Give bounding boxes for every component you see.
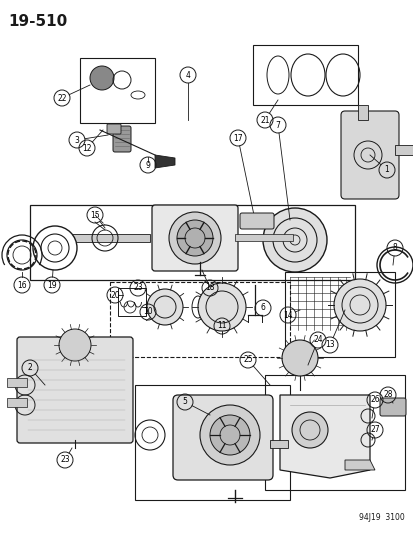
Bar	[80, 58, 154, 123]
Text: 1: 1	[384, 166, 389, 174]
Circle shape	[169, 212, 221, 264]
Text: 6: 6	[260, 303, 265, 312]
Text: 16: 16	[17, 280, 27, 289]
Text: 20: 20	[110, 290, 119, 300]
Text: 15: 15	[90, 211, 100, 220]
Text: 14: 14	[282, 311, 292, 319]
Circle shape	[281, 340, 317, 376]
Text: 7: 7	[275, 120, 280, 130]
Circle shape	[90, 66, 114, 90]
Text: 26: 26	[369, 395, 379, 405]
Text: 17: 17	[233, 133, 242, 142]
Text: 19-510: 19-510	[8, 14, 67, 29]
Circle shape	[59, 329, 91, 361]
FancyBboxPatch shape	[379, 398, 405, 416]
Text: 24: 24	[312, 335, 322, 344]
FancyBboxPatch shape	[17, 337, 133, 443]
Text: 11: 11	[217, 321, 226, 330]
Circle shape	[199, 405, 259, 465]
Text: 28: 28	[382, 391, 392, 400]
Circle shape	[177, 220, 212, 256]
FancyBboxPatch shape	[240, 213, 273, 229]
Bar	[269, 440, 287, 448]
Text: 27: 27	[369, 425, 379, 434]
Text: 5: 5	[182, 398, 187, 407]
Text: 23: 23	[60, 456, 70, 464]
Circle shape	[333, 279, 385, 331]
Text: 25: 25	[242, 356, 252, 365]
Polygon shape	[279, 395, 369, 478]
FancyBboxPatch shape	[113, 126, 131, 152]
Text: 23: 23	[133, 284, 142, 293]
FancyBboxPatch shape	[173, 395, 272, 480]
Text: 8: 8	[392, 244, 396, 253]
Polygon shape	[154, 155, 175, 168]
Circle shape	[262, 208, 326, 272]
Text: 18: 18	[205, 284, 214, 293]
Text: 21: 21	[260, 116, 269, 125]
Text: 9: 9	[145, 160, 150, 169]
Bar	[284, 272, 394, 357]
Text: 3: 3	[74, 135, 79, 144]
Text: 10: 10	[143, 308, 152, 317]
Bar	[60, 234, 150, 242]
Text: 22: 22	[57, 93, 66, 102]
Text: 12: 12	[82, 143, 92, 152]
Circle shape	[197, 283, 245, 331]
Bar	[252, 45, 357, 105]
Polygon shape	[344, 460, 374, 470]
Text: 94J19  3100: 94J19 3100	[358, 513, 404, 522]
Bar	[118, 288, 146, 316]
Bar	[7, 378, 27, 387]
FancyBboxPatch shape	[152, 205, 237, 271]
Circle shape	[291, 412, 327, 448]
Bar	[7, 398, 27, 407]
FancyBboxPatch shape	[340, 111, 398, 199]
Text: 2: 2	[28, 364, 32, 373]
Text: 4: 4	[185, 70, 190, 79]
Bar	[394, 145, 413, 155]
Bar	[110, 282, 289, 357]
FancyBboxPatch shape	[107, 124, 121, 134]
Circle shape	[33, 226, 77, 270]
Bar	[235, 234, 292, 241]
Bar	[135, 385, 289, 500]
Circle shape	[147, 289, 183, 325]
Bar	[357, 105, 367, 120]
Bar	[264, 375, 404, 490]
Circle shape	[209, 415, 249, 455]
Text: 19: 19	[47, 280, 57, 289]
Text: 13: 13	[324, 341, 334, 350]
